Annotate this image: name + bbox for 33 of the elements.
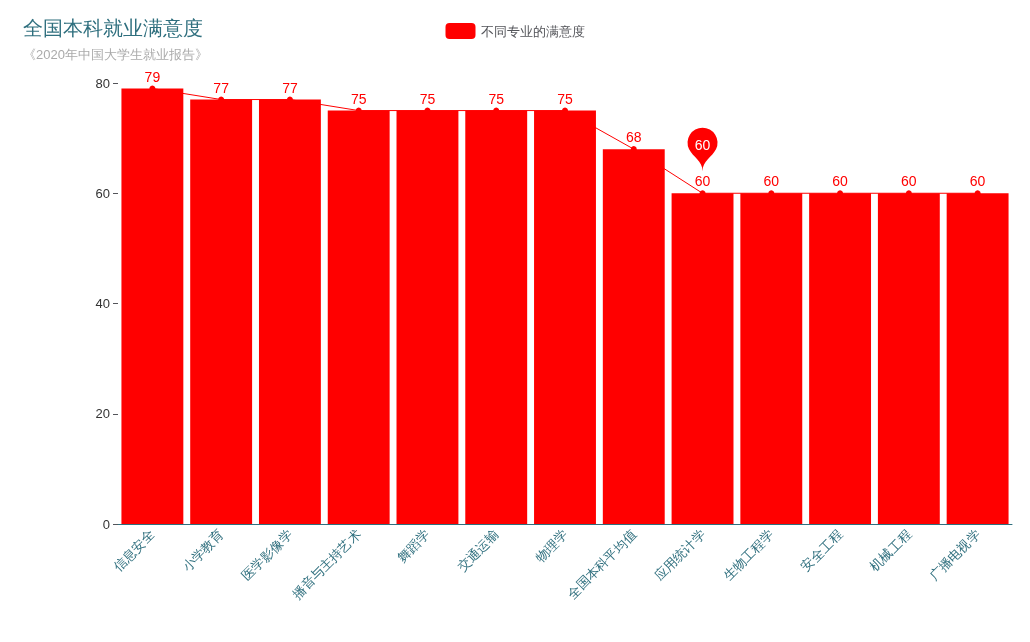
y-tick-label: 80 bbox=[95, 75, 110, 91]
data-label: 60 bbox=[969, 173, 986, 190]
data-label: 60 bbox=[763, 173, 780, 190]
y-tick-label: 60 bbox=[95, 185, 110, 201]
legend-label: 不同专业的满意度 bbox=[480, 23, 585, 39]
x-tick-label: 应用统计学 bbox=[651, 526, 708, 584]
data-label: 60 bbox=[901, 173, 917, 190]
chart-title: 全国本科就业满意度 bbox=[23, 17, 203, 39]
x-tick-label: 生物工程学 bbox=[720, 526, 777, 584]
x-tick-label: 医学影像学 bbox=[238, 526, 296, 584]
x-tick-label: 信息安全 bbox=[110, 526, 158, 575]
x-tick-label: 物理学 bbox=[532, 526, 571, 565]
data-label: 68 bbox=[625, 129, 642, 146]
data-label: 60 bbox=[694, 173, 711, 190]
data-label: 77 bbox=[282, 79, 298, 96]
y-tick-label: 40 bbox=[95, 296, 110, 311]
x-tick-label: 交通运输 bbox=[454, 526, 502, 575]
data-label: 60 bbox=[832, 173, 849, 190]
x-tick-label: 机械工程 bbox=[866, 526, 915, 575]
data-label: 79 bbox=[144, 68, 161, 85]
data-label: 75 bbox=[350, 90, 367, 107]
y-tick-label: 20 bbox=[95, 406, 110, 422]
annotation: 60 bbox=[694, 137, 711, 154]
data-label: 75 bbox=[488, 90, 505, 107]
data-label: 75 bbox=[419, 90, 436, 107]
x-tick-label: 广播电视学 bbox=[926, 526, 983, 584]
x-tick-label: 小学教育 bbox=[179, 526, 227, 575]
data-label: 75 bbox=[557, 90, 573, 107]
data-label: 77 bbox=[213, 79, 230, 96]
x-tick-label: 舞蹈学 bbox=[394, 526, 433, 565]
y-tick-label: 0 bbox=[102, 516, 110, 532]
x-tick-label: 安全工程 bbox=[798, 526, 846, 575]
chart-subtitle: 《2020年中国大学生就业报告》 bbox=[23, 47, 208, 62]
